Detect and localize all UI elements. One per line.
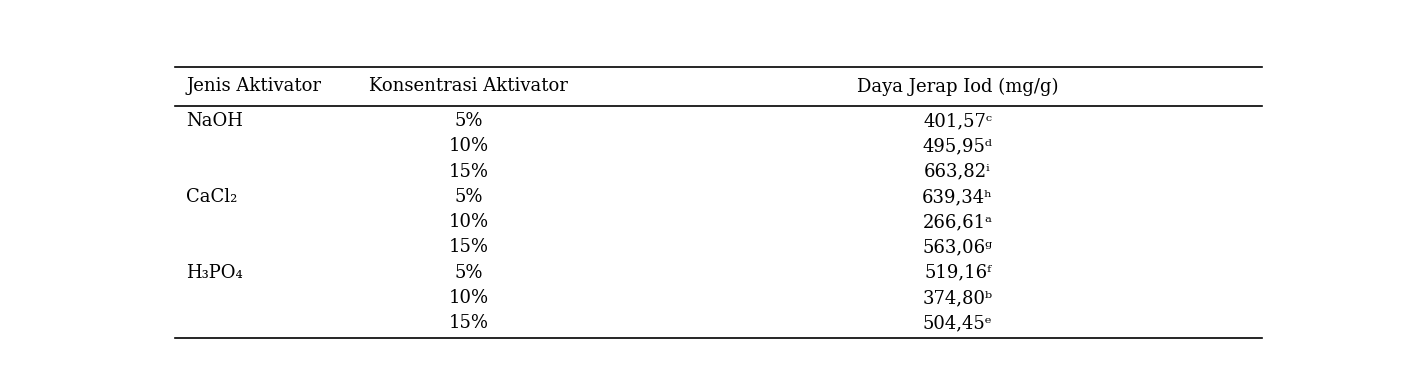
Text: 10%: 10% [449, 213, 489, 231]
Text: Konsentrasi Aktivator: Konsentrasi Aktivator [369, 78, 568, 95]
Text: Jenis Aktivator: Jenis Aktivator [186, 78, 321, 95]
Text: 15%: 15% [449, 314, 489, 332]
Text: 639,34ʰ: 639,34ʰ [923, 188, 993, 206]
Text: 519,16ᶠ: 519,16ᶠ [924, 264, 991, 282]
Text: CaCl₂: CaCl₂ [186, 188, 237, 206]
Text: 401,57ᶜ: 401,57ᶜ [923, 112, 993, 130]
Text: NaOH: NaOH [186, 112, 243, 130]
Text: 15%: 15% [449, 163, 489, 181]
Text: 5%: 5% [454, 188, 482, 206]
Text: 5%: 5% [454, 112, 482, 130]
Text: 10%: 10% [449, 137, 489, 156]
Text: 495,95ᵈ: 495,95ᵈ [923, 137, 993, 156]
Text: 563,06ᵍ: 563,06ᵍ [923, 239, 993, 256]
Text: 266,61ᵃ: 266,61ᵃ [923, 213, 993, 231]
Text: 5%: 5% [454, 264, 482, 282]
Text: Daya Jerap Iod (mg/g): Daya Jerap Iod (mg/g) [857, 77, 1059, 96]
Text: 504,45ᵉ: 504,45ᵉ [923, 314, 993, 332]
Text: H₃PO₄: H₃PO₄ [186, 264, 243, 282]
Text: 10%: 10% [449, 289, 489, 307]
Text: 15%: 15% [449, 239, 489, 256]
Text: 663,82ⁱ: 663,82ⁱ [924, 163, 991, 181]
Text: 374,80ᵇ: 374,80ᵇ [923, 289, 993, 307]
